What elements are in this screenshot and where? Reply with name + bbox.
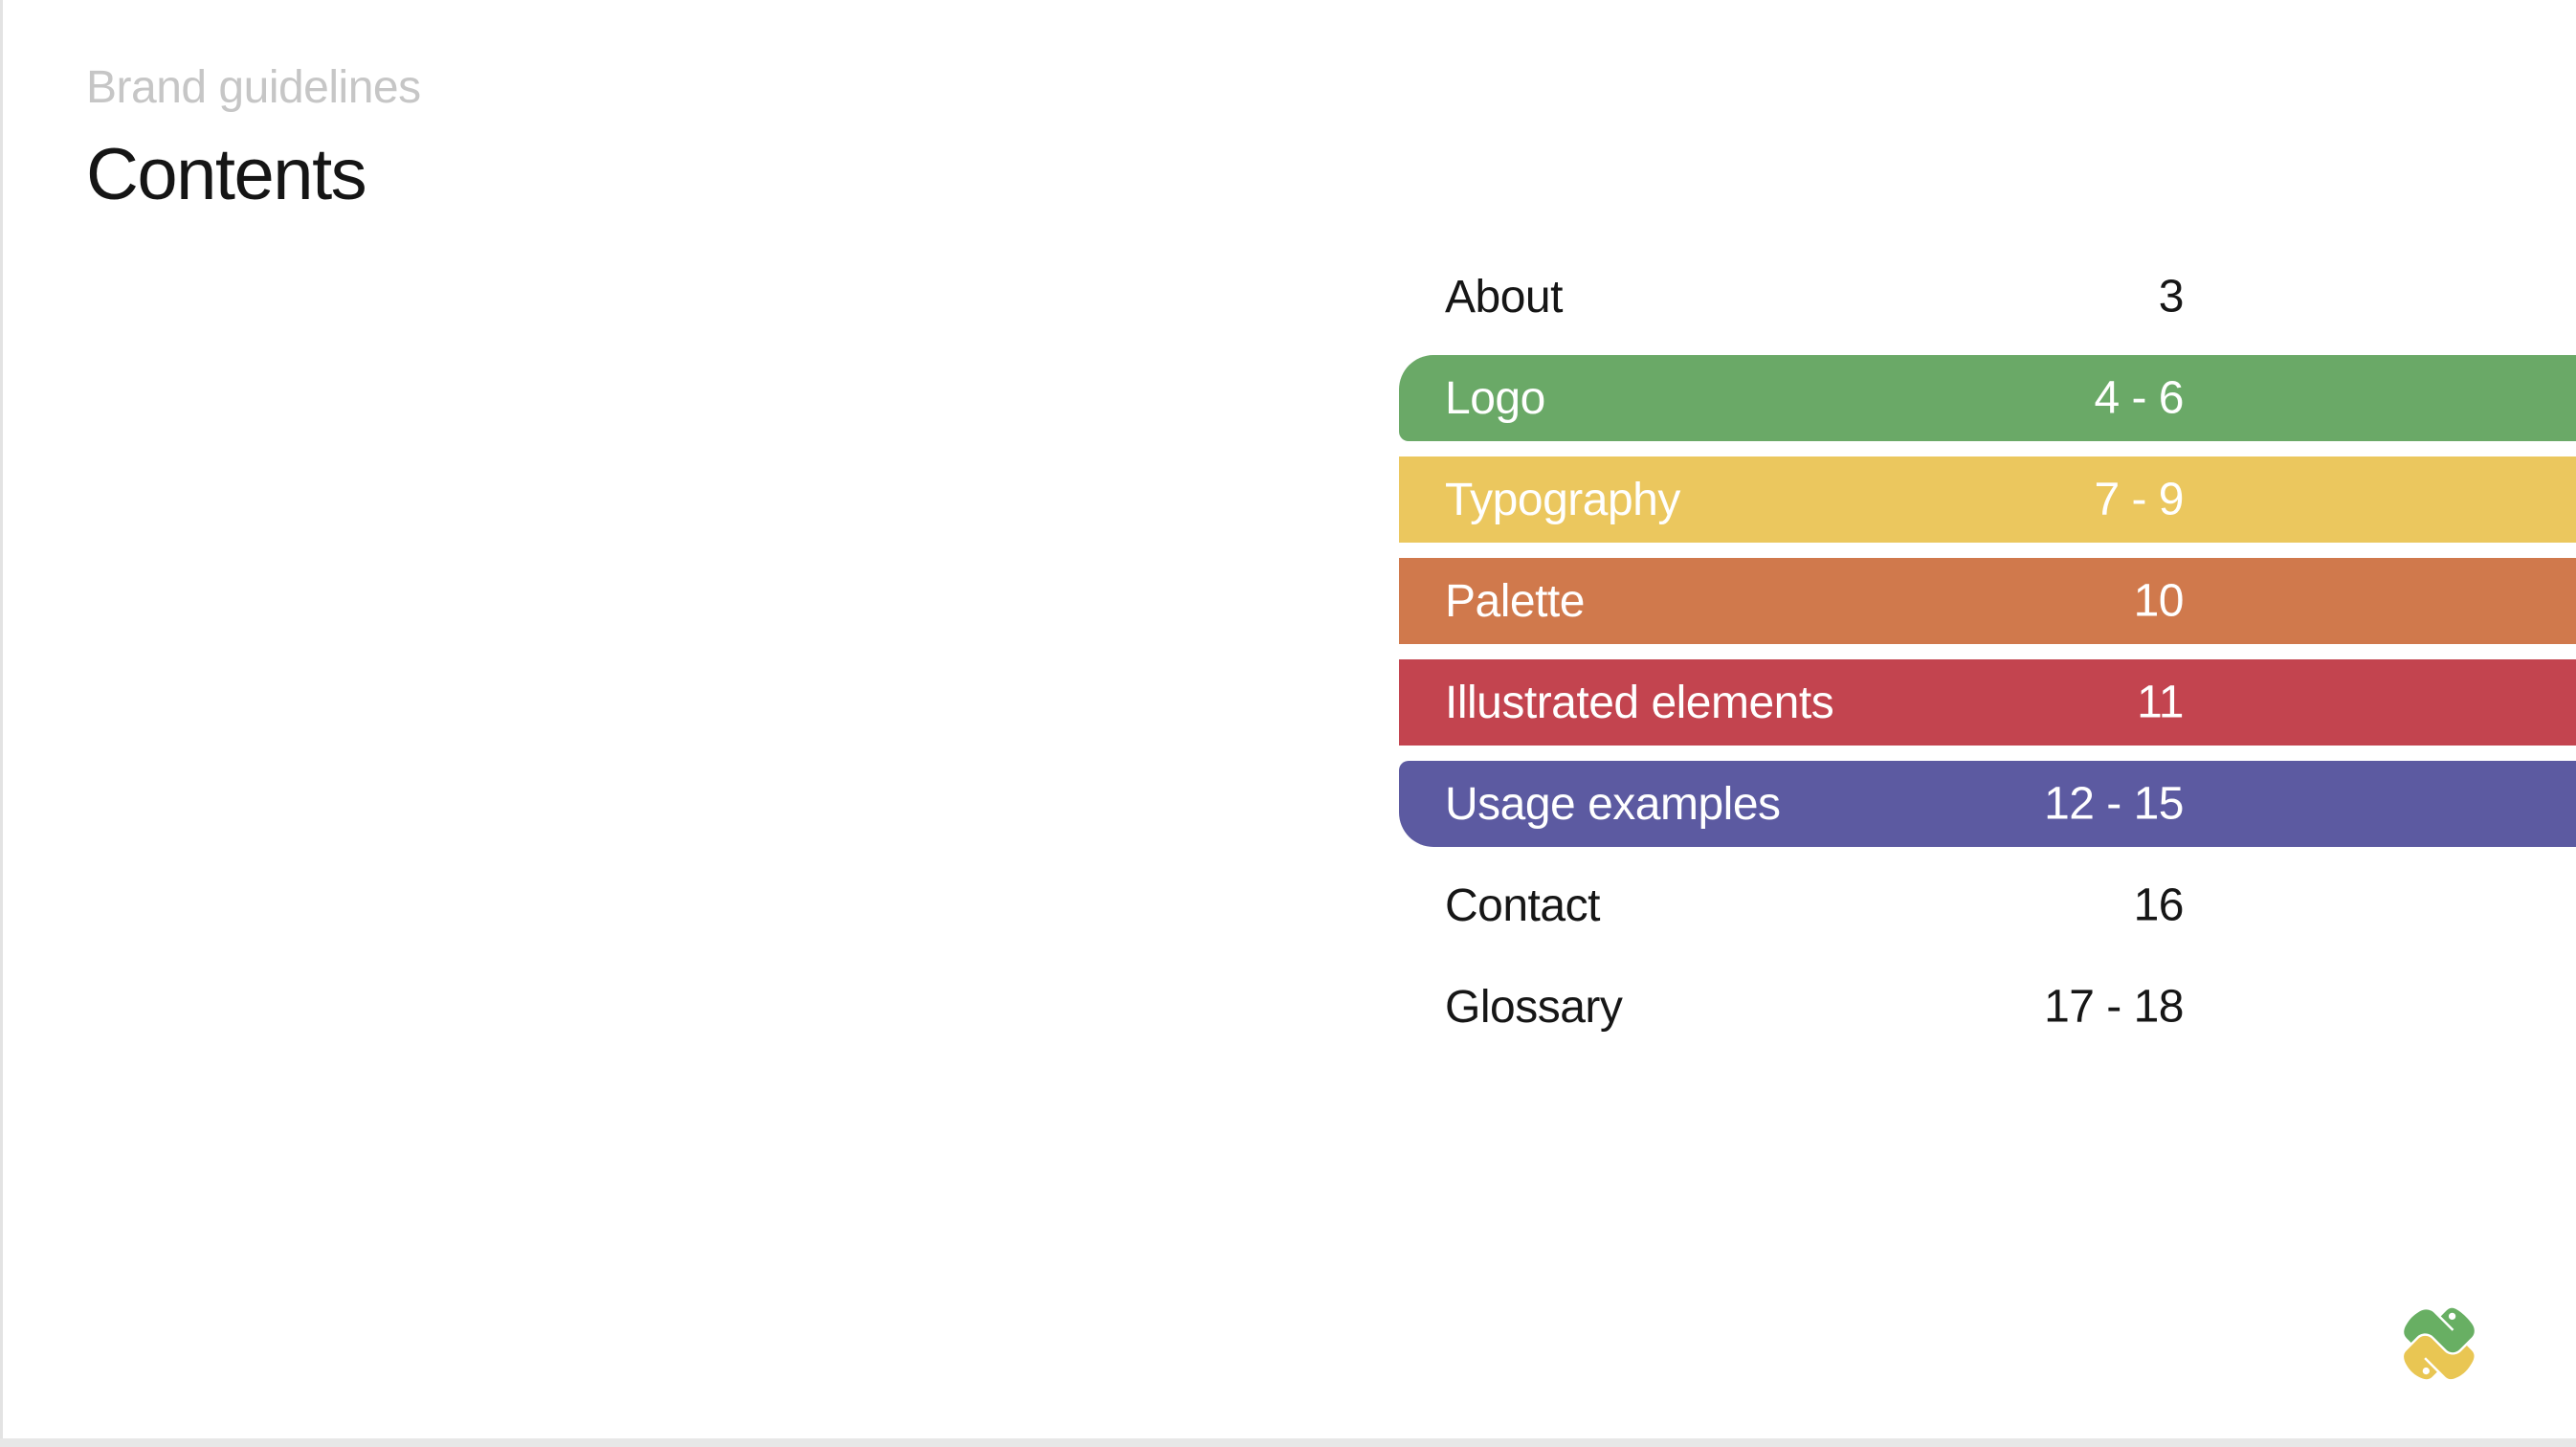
- toc-item-logo[interactable]: Logo 4 - 6: [1399, 355, 2576, 441]
- slide-header: Brand guidelines Contents: [86, 62, 421, 215]
- toc-item-pages: 16: [2133, 879, 2185, 931]
- toc-item-glossary[interactable]: Glossary 17 - 18: [1399, 964, 2576, 1050]
- toc-item-label: Logo: [1445, 372, 1545, 424]
- toc-item-pages: 11: [2137, 677, 2184, 728]
- toc-item-palette[interactable]: Palette 10: [1399, 558, 2576, 644]
- eyebrow-text: Brand guidelines: [86, 62, 421, 113]
- toc-item-label: Typography: [1445, 474, 1680, 525]
- python-knot-logo-svg: [2404, 1307, 2475, 1380]
- toc-item-label: Palette: [1445, 575, 1585, 627]
- toc-item-typography[interactable]: Typography 7 - 9: [1399, 456, 2576, 543]
- toc-item-contact[interactable]: Contact 16: [1399, 862, 2576, 948]
- toc-item-pages: 7 - 9: [2094, 474, 2184, 525]
- toc-item-pages: 12 - 15: [2044, 778, 2184, 830]
- toc-item-pages: 3: [2158, 271, 2185, 323]
- logo-top-eye: [2448, 1312, 2456, 1321]
- page-title: Contents: [86, 133, 367, 215]
- toc-item-about[interactable]: About 3: [1399, 254, 2576, 340]
- toc-item-label: Illustrated elements: [1445, 677, 1834, 728]
- logo-top-snake: [2404, 1307, 2475, 1353]
- logo-bottom-snake: [2404, 1335, 2475, 1380]
- toc-item-pages: 10: [2133, 575, 2185, 627]
- logo-bottom-eye: [2422, 1367, 2431, 1375]
- toc-list: About 3 Logo 4 - 6 Typography 7 - 9 Palette 10 I…: [1399, 238, 2576, 1065]
- toc-item-usage-examples[interactable]: Usage examples 12 - 15: [1399, 761, 2576, 847]
- toc-item-label: Usage examples: [1445, 778, 1781, 830]
- slide-bottom-edge: [0, 1438, 2576, 1447]
- toc-item-pages: 4 - 6: [2094, 372, 2184, 424]
- toc-item-label: Contact: [1445, 879, 1600, 931]
- toc-item-illustrated-elements[interactable]: Illustrated elements 11: [1399, 659, 2576, 746]
- python-knot-logo: [2387, 1291, 2492, 1396]
- slide-left-edge: [0, 0, 3, 1447]
- toc-item-pages: 17 - 18: [2044, 981, 2184, 1033]
- toc-item-label: About: [1445, 271, 1563, 323]
- toc-item-label: Glossary: [1445, 981, 1623, 1033]
